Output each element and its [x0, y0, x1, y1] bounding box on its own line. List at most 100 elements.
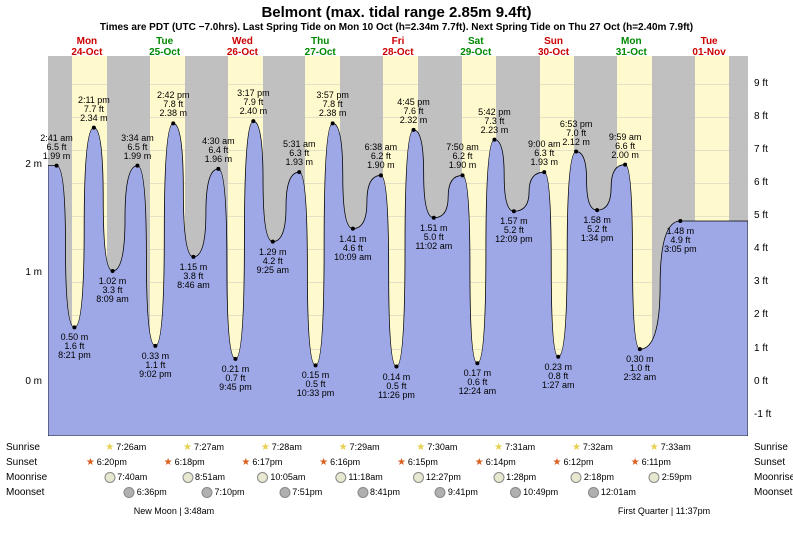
tide-annotation: 0.14 m0.5 ft11:26 pm	[378, 373, 415, 400]
star-icon: ★	[261, 442, 270, 453]
moon-icon	[510, 487, 521, 498]
star-icon: ★	[241, 457, 250, 468]
sun-moon-item: 10:49pm	[510, 487, 558, 498]
y-right-tick: 0 ft	[754, 376, 784, 387]
tide-annotation: 1.57 m5.2 ft12:09 pm	[495, 217, 533, 244]
star-icon: ★	[105, 442, 114, 453]
sun-moon-item: 12:01am	[588, 487, 636, 498]
tide-annotation: 0.30 m1.0 ft2:32 am	[624, 355, 657, 382]
tide-annotation: 4:45 pm7.6 ft2.32 m	[397, 98, 430, 125]
tide-annotation: 0.50 m1.6 ft8:21 pm	[58, 333, 91, 360]
y-right-tick: 4 ft	[754, 243, 784, 254]
star-icon: ★	[553, 457, 562, 468]
tide-annotation: 2:41 am6.5 ft1.99 m	[40, 134, 73, 161]
day-label: Tue25-Oct	[126, 36, 204, 58]
sun-moon-item: 8:51am	[182, 472, 225, 483]
sun-moon-item: ★6:16pm	[319, 457, 360, 468]
tide-annotation: 7:50 am6.2 ft1.90 m	[446, 143, 479, 170]
tide-annotation: 3:17 pm7.9 ft2.40 m	[237, 89, 270, 116]
star-icon: ★	[183, 442, 192, 453]
star-icon: ★	[339, 442, 348, 453]
moon-phase-label: First Quarter | 11:37pm	[618, 506, 710, 516]
star-icon: ★	[572, 442, 581, 453]
row-label-right: Moonrise	[754, 472, 793, 483]
sun-moon-item: 6:36pm	[124, 487, 167, 498]
y-left-tick: 0 m	[12, 376, 42, 387]
moon-icon	[649, 472, 660, 483]
moon-icon	[493, 472, 504, 483]
sun-moon-item: ★6:15pm	[397, 457, 438, 468]
day-label: Sun30-Oct	[515, 36, 593, 58]
tide-annotation: 9:00 am6.3 ft1.93 m	[528, 140, 561, 167]
sun-moon-item: 7:40am	[104, 472, 147, 483]
row-label-left: Sunset	[6, 457, 37, 468]
moon-icon	[124, 487, 135, 498]
sun-moon-item: 7:10pm	[201, 487, 244, 498]
sun-moon-item: ★7:32am	[572, 442, 613, 453]
sun-moon-item: ★6:11pm	[631, 457, 671, 468]
moon-icon	[357, 487, 368, 498]
sun-moon-item: ★6:20pm	[86, 457, 127, 468]
y-left-tick: 2 m	[12, 159, 42, 170]
sun-moon-item: ★7:29am	[339, 442, 380, 453]
moon-icon	[435, 487, 446, 498]
star-icon: ★	[416, 442, 425, 453]
chart-title: Belmont (max. tidal range 2.85m 9.4ft)	[0, 4, 793, 21]
sun-moon-item: ★7:33am	[650, 442, 691, 453]
sun-moon-item: 1:28pm	[493, 472, 536, 483]
sun-moon-item: 8:41pm	[357, 487, 400, 498]
row-label-right: Sunrise	[754, 442, 788, 453]
sun-moon-item: ★7:26am	[105, 442, 146, 453]
tide-annotation: 1.58 m5.2 ft1:34 pm	[581, 216, 614, 243]
sun-moon-item: ★6:12pm	[553, 457, 594, 468]
moon-icon	[588, 487, 599, 498]
moon-icon	[104, 472, 115, 483]
tide-annotation: 4:30 am6.4 ft1.96 m	[202, 137, 235, 164]
row-label-left: Moonrise	[6, 472, 47, 483]
day-label: Thu27-Oct	[281, 36, 359, 58]
tide-annotation: 1.41 m4.6 ft10:09 am	[334, 235, 372, 262]
star-icon: ★	[86, 457, 95, 468]
day-label: Tue01-Nov	[670, 36, 748, 58]
star-icon: ★	[494, 442, 503, 453]
sun-moon-item: ★7:31am	[494, 442, 535, 453]
day-label: Mon31-Oct	[592, 36, 670, 58]
tide-annotation: 0.17 m0.6 ft12:24 am	[459, 369, 497, 396]
row-label-left: Sunrise	[6, 442, 40, 453]
y-right-tick: 3 ft	[754, 276, 784, 287]
sun-moon-item: 10:05am	[257, 472, 305, 483]
moon-icon	[257, 472, 268, 483]
sun-moon-item: ★7:27am	[183, 442, 224, 453]
y-right-tick: 8 ft	[754, 111, 784, 122]
tide-annotation: 3:34 am6.5 ft1.99 m	[121, 134, 154, 161]
y-left-tick: 1 m	[12, 267, 42, 278]
moon-phase-label: New Moon | 3:48am	[134, 506, 214, 516]
tide-annotation: 1.15 m3.8 ft8:46 am	[177, 263, 210, 290]
tide-annotation: 5:42 pm7.3 ft2.23 m	[478, 108, 511, 135]
tide-annotation: 1.48 m4.9 ft3:05 pm	[664, 227, 697, 254]
tide-annotation: 0.15 m0.5 ft10:33 pm	[297, 371, 335, 398]
day-label: Fri28-Oct	[359, 36, 437, 58]
y-right-tick: -1 ft	[754, 409, 784, 420]
sun-moon-item: 11:18am	[335, 472, 382, 483]
tide-annotation: 2:11 pm7.7 ft2.34 m	[78, 96, 110, 123]
row-label-left: Moonset	[6, 487, 44, 498]
moon-icon	[201, 487, 212, 498]
tide-annotation: 3:57 pm7.8 ft2.38 m	[316, 91, 349, 118]
y-right-tick: 5 ft	[754, 210, 784, 221]
row-label-right: Moonset	[754, 487, 792, 498]
sun-moon-item: ★6:18pm	[164, 457, 205, 468]
sun-moon-item: 2:59pm	[649, 472, 692, 483]
tide-annotation: 1.51 m5.0 ft11:02 am	[415, 224, 452, 251]
sun-moon-item: ★7:28am	[261, 442, 302, 453]
sun-moon-item: 12:27pm	[413, 472, 461, 483]
chart-subtitle: Times are PDT (UTC −7.0hrs). Last Spring…	[0, 22, 793, 33]
tide-annotation: 1.29 m4.2 ft9:25 am	[257, 248, 290, 275]
row-label-right: Sunset	[754, 457, 785, 468]
tide-annotation: 0.23 m0.8 ft1:27 am	[542, 363, 575, 390]
tide-annotation: 2:42 pm7.8 ft2.38 m	[157, 91, 190, 118]
day-label: Wed26-Oct	[204, 36, 282, 58]
star-icon: ★	[164, 457, 173, 468]
sun-moon-item: 9:41pm	[435, 487, 478, 498]
sun-moon-item: ★7:30am	[416, 442, 457, 453]
